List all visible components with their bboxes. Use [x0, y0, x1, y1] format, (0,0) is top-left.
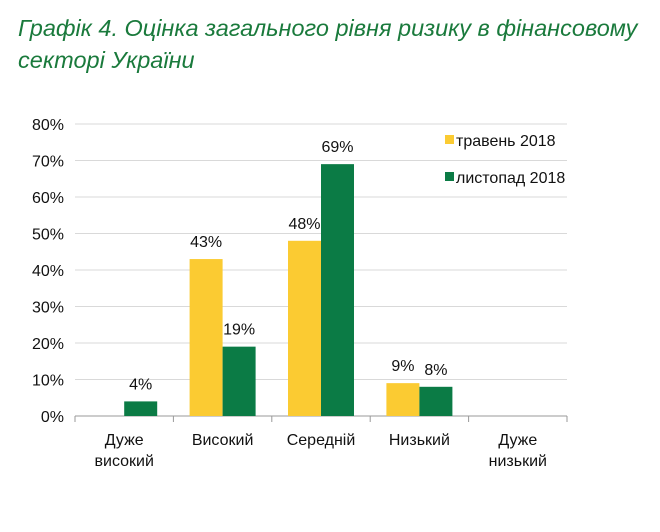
bar — [321, 164, 354, 416]
data-label: 19% — [223, 322, 255, 339]
x-tick-label: високий — [95, 453, 154, 470]
legend-swatch — [445, 135, 454, 144]
legend-swatch — [445, 172, 454, 181]
x-tick-label: Середній — [287, 432, 356, 449]
y-tick-label: 0% — [41, 409, 64, 426]
data-label: 4% — [129, 376, 152, 393]
data-label: 43% — [190, 234, 222, 251]
data-label: 48% — [288, 216, 320, 233]
chart-title: Графік 4. Оцінка загального рівня ризику… — [18, 15, 638, 73]
y-tick-label: 70% — [32, 154, 64, 171]
y-tick-label: 40% — [32, 263, 64, 280]
data-label: 8% — [424, 362, 447, 379]
x-tick-label: Дуже — [105, 432, 144, 449]
bar — [419, 386, 453, 416]
bar — [386, 383, 420, 416]
data-label: 9% — [391, 358, 414, 375]
bar — [189, 259, 223, 416]
y-tick-label: 60% — [32, 190, 64, 207]
y-tick-label: 50% — [32, 227, 64, 244]
y-tick-label: 80% — [32, 117, 64, 134]
y-tick-label: 30% — [32, 300, 64, 317]
bar — [222, 346, 256, 416]
x-tick-label: Низький — [389, 432, 450, 449]
data-label: 69% — [321, 139, 353, 156]
legend-label: травень 2018 — [456, 133, 556, 150]
bar — [124, 401, 158, 416]
x-tick-label: низький — [489, 453, 547, 470]
y-tick-label: 20% — [32, 336, 64, 353]
y-tick-label: 10% — [32, 373, 64, 390]
legend-label: листопад 2018 — [456, 170, 565, 187]
x-tick-label: Високий — [192, 432, 254, 449]
bar — [288, 240, 321, 416]
x-tick-label: Дуже — [498, 432, 537, 449]
